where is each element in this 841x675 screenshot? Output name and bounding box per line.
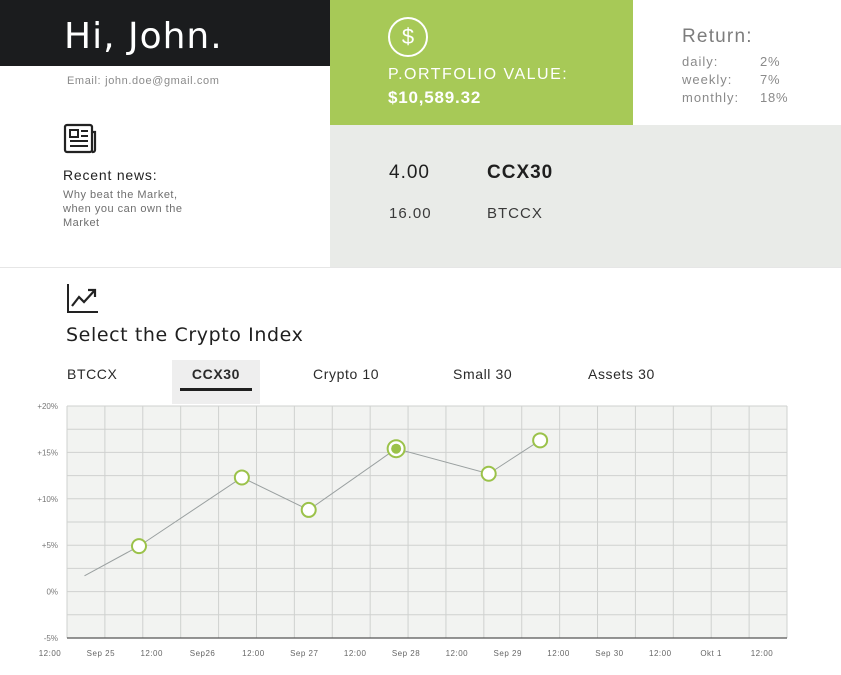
return-weekly-value: 7%: [760, 72, 781, 87]
y-tick-label: -5%: [44, 634, 58, 643]
tab-ccx30[interactable]: CCX30: [172, 360, 260, 404]
x-tick-label: Okt 1: [700, 649, 722, 658]
x-tick-label: Sep26: [190, 649, 216, 658]
x-tick-label: Sep 28: [392, 649, 420, 658]
x-tick-label: 12:00: [344, 649, 367, 658]
tab-ccx30-label: CCX30: [191, 366, 241, 382]
x-tick-label: 12:00: [446, 649, 469, 658]
email-value: john.doe@gmail.com: [105, 75, 220, 87]
return-monthly-label: monthly:: [682, 90, 740, 105]
y-tick-label: +20%: [37, 402, 58, 411]
x-tick-label: Sep 25: [87, 649, 115, 658]
greeting-title: Hi, John.: [64, 16, 223, 57]
x-tick-label: Sep 30: [595, 649, 623, 658]
newspaper-icon: [63, 122, 97, 161]
portfolio-value: $10,589.32: [388, 88, 482, 107]
tab-small-30[interactable]: Small 30: [453, 366, 513, 382]
select-index-title: Select the Crypto Index: [66, 324, 304, 346]
x-tick-label: 12:00: [547, 649, 570, 658]
crypto-index-chart[interactable]: +20% +15% +10% +5% 0% -5% 12:00 Sep 25 12:00 Sep2…: [0, 400, 841, 675]
x-tick-label: 12:00: [649, 649, 672, 658]
return-weekly-label: weekly:: [682, 72, 733, 87]
section-divider: [0, 267, 841, 268]
tab-crypto-10[interactable]: Crypto 10: [313, 366, 380, 382]
tab-btccx[interactable]: BTCCX: [67, 366, 118, 382]
holding-amount: 16.00: [389, 205, 432, 222]
greeting-panel: [0, 0, 330, 66]
data-point: [233, 469, 250, 486]
portfolio-panel: [330, 0, 633, 125]
holding-symbol: BTCCX: [487, 205, 543, 222]
news-title: Recent news:: [63, 167, 158, 183]
y-tick-label: +10%: [37, 495, 58, 504]
tab-assets-30[interactable]: Assets 30: [588, 366, 655, 382]
x-tick-label: 12:00: [140, 649, 163, 658]
return-title: Return:: [682, 26, 753, 47]
portfolio-value-label: P.ORTFOLIO VALUE:: [388, 66, 569, 83]
x-tick-label: 12:00: [751, 649, 774, 658]
y-tick-label: +5%: [42, 541, 58, 550]
email-line: Email: john.doe@gmail.com: [67, 75, 219, 87]
active-tab-underline: [180, 388, 252, 391]
data-point: [532, 432, 549, 449]
holding-amount: 4.00: [389, 162, 430, 183]
email-label: Email:: [67, 75, 102, 87]
x-tick-label: Sep 27: [290, 649, 318, 658]
data-point-core: [391, 443, 402, 454]
x-tick-label: 12:00: [39, 649, 62, 658]
holding-symbol: CCX30: [487, 162, 554, 183]
return-daily-label: daily:: [682, 54, 719, 69]
x-tick-label: 12:00: [242, 649, 265, 658]
return-daily-value: 2%: [760, 54, 781, 69]
holdings-panel: [330, 125, 841, 267]
return-monthly-value: 18%: [760, 90, 789, 105]
data-point: [480, 465, 497, 482]
y-tick-label: +15%: [37, 448, 58, 457]
news-text[interactable]: Why beat the Market, when you can own th…: [63, 189, 183, 229]
data-point: [131, 538, 147, 555]
x-tick-label: Sep 29: [494, 649, 522, 658]
y-tick-label: 0%: [46, 588, 58, 597]
trending-up-icon: [66, 282, 100, 319]
dollar-icon: $: [388, 17, 428, 57]
data-point: [300, 501, 317, 518]
